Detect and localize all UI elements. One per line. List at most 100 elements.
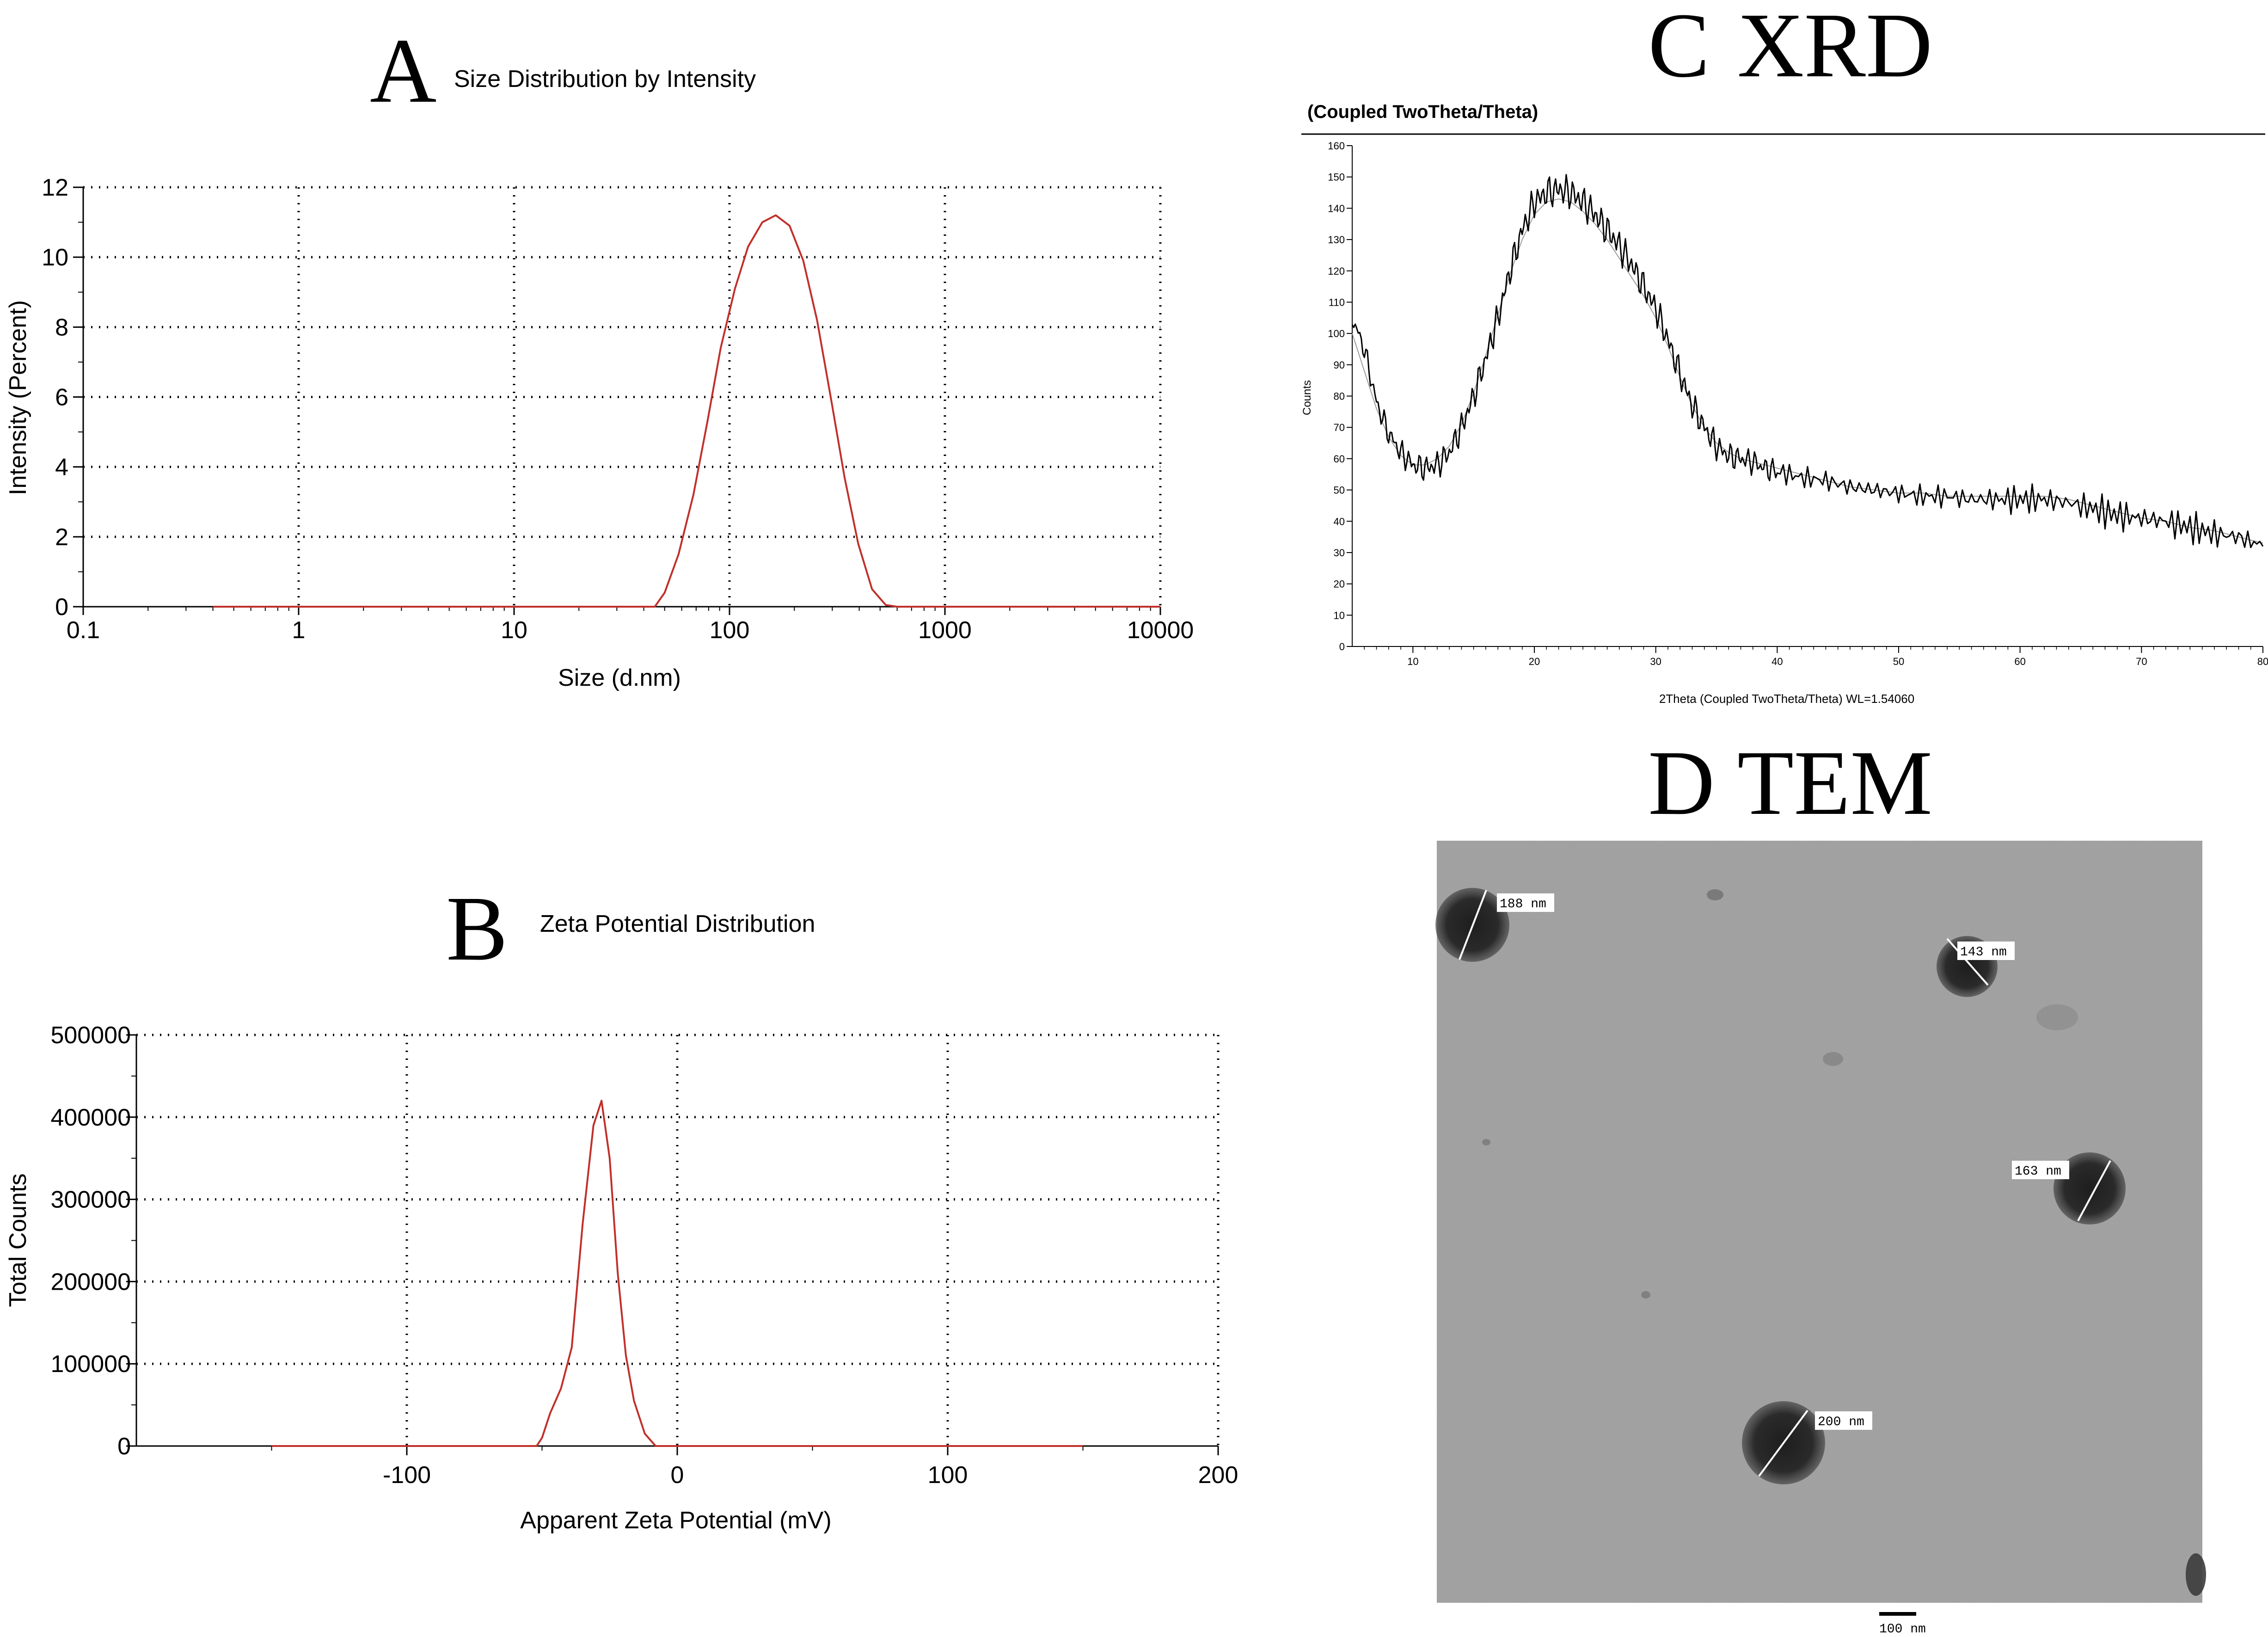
panel-a-title: Size Distribution by Intensity: [454, 66, 756, 92]
panel-b-zeta-potential: B Zeta Potential Distribution Total Coun…: [5, 878, 1238, 1534]
tem-label-163: 163 nm: [2015, 1164, 2061, 1179]
panel-b-ytick-label: 400000: [50, 1104, 131, 1131]
panel-c-xlabel: 2Theta (Coupled TwoTheta/Theta) WL=1.540…: [1659, 692, 1914, 706]
panel-a-size-distribution: A Size Distribution by Intensity Intensi…: [5, 20, 1194, 691]
panel-c-ylabel: Counts: [1301, 380, 1313, 415]
panel-a-ytick-label: 8: [55, 314, 68, 341]
panel-c-xtick-label: 20: [1529, 656, 1540, 667]
tem-measure-line: [1758, 1409, 1808, 1477]
tem-smudge: [2036, 1004, 2078, 1030]
tem-label-box: [1815, 1411, 1872, 1430]
panel-c-ytick-label: 140: [1328, 203, 1345, 214]
panel-c-xrd: C XRD (Coupled TwoTheta/Theta) Counts 2T…: [1301, 0, 2268, 706]
panel-c-ytick-label: 80: [1334, 391, 1345, 402]
tem-smudge: [1823, 1052, 1843, 1066]
panel-a-ytick-label: 6: [55, 384, 68, 411]
panel-d-tem: D TEM 188 nm 143 nm: [1435, 732, 2206, 1637]
panel-b-ytick-label: 300000: [50, 1187, 131, 1213]
panel-b-grid: [136, 1034, 1220, 1446]
tem-smudge: [1482, 1139, 1490, 1145]
panel-c-ytick-label: 90: [1334, 359, 1345, 371]
panel-c-xtick-label: 70: [2136, 656, 2147, 667]
tem-smudge: [2186, 1553, 2206, 1596]
panel-b-letter: B: [446, 878, 508, 980]
tem-scale-label: 100 nm: [1879, 1622, 1926, 1635]
panel-c-xtick-label: 30: [1650, 656, 1661, 667]
panel-a-axes: 0.1 1 10 100 1000 10000 0 2 4 6 8 10 12: [42, 174, 1194, 644]
panel-a-ylabel: Intensity (Percent): [5, 300, 31, 495]
panel-c-xtick-label: 60: [2014, 656, 2025, 667]
panel-b-xtick-label: 0: [671, 1462, 684, 1489]
panel-b-series: [271, 1100, 1083, 1447]
panel-a-xtick-label: 0.1: [67, 617, 100, 644]
panel-c-ytick-label: 70: [1334, 422, 1345, 433]
panel-c-ytick-label: 100: [1328, 328, 1345, 339]
panel-b-title: Zeta Potential Distribution: [540, 911, 815, 937]
panel-d-title: TEM: [1737, 732, 1932, 834]
panel-b-axes: -100 0 100 200 0 100000 200000 300000 400000 5000…: [50, 1022, 1238, 1489]
panel-c-ytick-label: 30: [1334, 547, 1345, 559]
panel-c-series: [1351, 174, 2264, 548]
panel-a-ytick-label: 10: [42, 244, 68, 271]
panel-a-series-line-0: [213, 214, 1160, 608]
panel-c-xtick-label: 40: [1771, 656, 1783, 667]
panel-a-xtick-label: 10: [501, 617, 527, 644]
panel-c-letter: C: [1648, 0, 1710, 97]
panel-c-ytick-label: 110: [1329, 296, 1345, 308]
panel-a-series: [213, 214, 1160, 608]
panel-c-ytick-label: 160: [1328, 140, 1345, 152]
panel-c-xtick-label: 10: [1407, 656, 1418, 667]
panel-b-xtick-label: -100: [383, 1462, 431, 1489]
panel-b-series-line-0: [271, 1100, 1083, 1447]
tem-label-box: [1497, 893, 1554, 912]
panel-a-xtick-label: 100: [710, 617, 750, 644]
panel-b-ytick-label: 100000: [50, 1351, 131, 1378]
panel-b-xlabel: Apparent Zeta Potential (mV): [520, 1507, 831, 1534]
tem-label-188: 188 nm: [1500, 897, 1546, 911]
tem-particle: [2053, 1152, 2126, 1225]
panel-b-ytick-label: 200000: [50, 1268, 131, 1295]
tem-label-box: [2012, 1161, 2069, 1179]
panel-a-xtick-label: 10000: [1127, 617, 1194, 644]
panel-c-ytick-label: 10: [1334, 609, 1345, 621]
panel-b-ylabel: Total Counts: [5, 1173, 31, 1307]
panel-b-xtick-label: 200: [1198, 1462, 1238, 1489]
panel-b-ytick-label: 0: [117, 1433, 131, 1460]
panel-a-ytick-label: 12: [42, 174, 68, 201]
panel-c-series-fit: [1352, 198, 2263, 544]
panel-c-ytick-label: 150: [1328, 172, 1345, 183]
panel-b-ytick-label: 500000: [50, 1022, 131, 1049]
panel-c-axes: 0 10 20 30 40 50 60 70 80 90 100 110 120 130 140 150 160…: [1328, 140, 2268, 667]
panel-c-ytick-label: 0: [1339, 641, 1345, 652]
tem-smudge: [1707, 889, 1723, 900]
tem-smudge: [1641, 1291, 1650, 1299]
tem-measure-line: [1946, 938, 1989, 986]
panel-a-xlabel: Size (d.nm): [558, 665, 681, 691]
panel-c-subtitle: (Coupled TwoTheta/Theta): [1307, 102, 1538, 122]
panel-c-ytick-label: 120: [1328, 265, 1345, 277]
panel-a-xtick-label: 1000: [918, 617, 972, 644]
panel-c-ytick-label: 50: [1334, 485, 1345, 496]
panel-a-ytick-label: 2: [55, 524, 68, 551]
panel-a-xtick-label: 1: [292, 617, 306, 644]
panel-c-series-measured: [1351, 174, 2264, 548]
panel-c-ytick-label: 40: [1334, 516, 1345, 527]
tem-label-143: 143 nm: [1960, 945, 2007, 960]
tem-measure-line: [1459, 890, 1487, 960]
panel-a-ytick-label: 0: [55, 594, 68, 621]
panel-d-letter: D: [1648, 732, 1715, 834]
panel-c-ytick-label: 130: [1328, 234, 1345, 246]
panel-a-ytick-label: 4: [55, 454, 68, 481]
panel-c-ytick-label: 20: [1334, 578, 1345, 590]
panel-c-ytick-label: 60: [1334, 453, 1345, 465]
tem-label-box: [1957, 942, 2015, 960]
tem-micrograph: 188 nm 143 nm 163 nm 200 nm: [1435, 841, 2206, 1603]
panel-c-xtick-label: 50: [1893, 656, 1904, 667]
panel-b-xtick-label: 100: [928, 1462, 968, 1489]
panel-a-letter: A: [370, 20, 436, 122]
panel-c-xtick-label: 80: [2257, 656, 2268, 667]
tem-measure-line: [2077, 1160, 2111, 1221]
tem-background: [1437, 841, 2202, 1603]
